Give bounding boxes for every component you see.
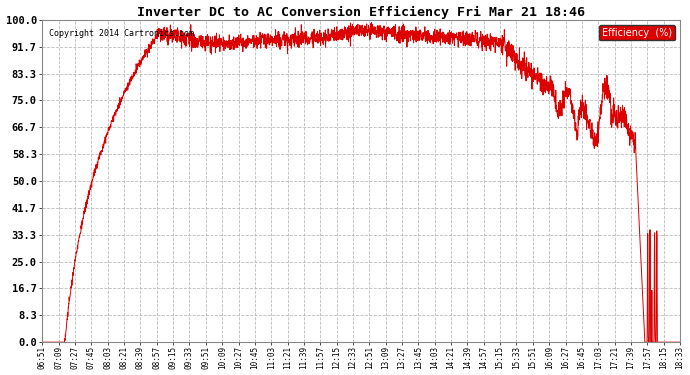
Title: Inverter DC to AC Conversion Efficiency Fri Mar 21 18:46: Inverter DC to AC Conversion Efficiency … <box>137 6 585 19</box>
Legend: Efficiency  (%): Efficiency (%) <box>599 25 675 40</box>
Text: Copyright 2014 Cartronics.com: Copyright 2014 Cartronics.com <box>49 30 194 39</box>
